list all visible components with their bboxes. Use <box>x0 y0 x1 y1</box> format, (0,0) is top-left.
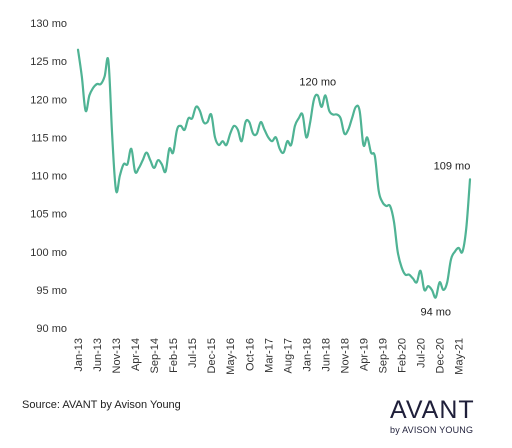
y-tick-label: 95 mo <box>36 285 67 297</box>
x-tick-label: Aug-17 <box>282 338 294 373</box>
logo-subtitle: by AVISON YOUNG <box>390 425 474 435</box>
x-tick-label: Feb-15 <box>168 338 180 373</box>
x-tick-label: Apr-19 <box>358 338 370 371</box>
x-tick-label: Jul-20 <box>416 338 428 368</box>
series-layer <box>76 48 472 299</box>
x-tick-label: May-21 <box>454 338 466 375</box>
logo-wordmark: AVANT <box>390 396 475 424</box>
x-tick-label: Dec-20 <box>435 338 447 373</box>
y-tick-label: 130 mo <box>30 18 67 30</box>
y-tick-label: 100 mo <box>30 247 67 259</box>
annotation-layer: 120 mo 109 mo 94 mo <box>299 76 470 318</box>
annotation-label: 94 mo <box>420 307 451 319</box>
y-axis: 90 mo 95 mo 100 mo 105 mo 110 mo 115 mo 120 mo… <box>30 18 67 335</box>
x-tick-label: Mar-17 <box>263 338 275 373</box>
line-chart: 90 mo 95 mo 100 mo 105 mo 110 mo 115 mo 120 mo… <box>30 18 472 375</box>
x-tick-label: Jan-13 <box>73 338 85 372</box>
annotation-label: 109 mo <box>434 160 471 172</box>
x-tick-label: Feb-20 <box>396 338 408 373</box>
x-tick-label: Jun-18 <box>320 338 332 372</box>
x-tick-label: Sep-14 <box>149 338 161 373</box>
series-line <box>76 48 472 299</box>
x-tick-label: Nov-18 <box>339 338 351 373</box>
x-tick-label: Jan-18 <box>301 338 313 372</box>
annotation-label: 120 mo <box>299 76 336 88</box>
y-tick-label: 125 mo <box>30 56 67 68</box>
y-tick-label: 120 mo <box>30 94 67 106</box>
y-tick-label: 105 mo <box>30 209 67 221</box>
x-tick-label: Jun-13 <box>92 338 104 372</box>
x-tick-label: May-16 <box>225 338 237 375</box>
x-tick-label: Nov-13 <box>111 338 123 373</box>
chart-svg: 90 mo 95 mo 100 mo 105 mo 110 mo 115 mo 120 mo… <box>30 18 472 375</box>
y-tick-label: 115 mo <box>31 132 67 144</box>
source-note: Source: AVANT by Avison Young <box>22 399 181 411</box>
x-tick-label: Dec-15 <box>206 338 218 373</box>
x-tick-label: Jul-15 <box>187 338 199 368</box>
x-tick-label: Oct-16 <box>244 338 256 371</box>
x-tick-label: Sep-19 <box>377 338 389 373</box>
x-tick-label: Apr-14 <box>130 338 142 371</box>
y-tick-label: 90 mo <box>36 323 67 335</box>
x-axis: Jan-13 Jun-13 Nov-13 Apr-14 Sep-14 Feb-15 Jul-… <box>73 338 466 375</box>
y-tick-label: 110 mo <box>31 171 67 183</box>
avant-logo: AVANT by AVISON YOUNG <box>390 396 486 436</box>
